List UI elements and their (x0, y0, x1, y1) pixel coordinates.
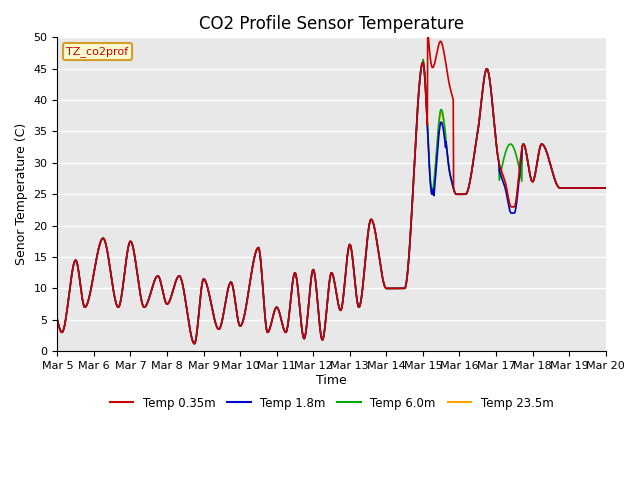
Temp 1.8m (335, 304, 343, 310)
Line: Temp 1.8m: Temp 1.8m (58, 62, 640, 344)
Temp 1.8m (191, 341, 198, 347)
Temp 6.0m (488, 101, 496, 107)
Temp 23.5m (638, 185, 640, 191)
Temp 6.0m (574, 185, 582, 191)
Temp 1.8m (574, 185, 582, 191)
Temp 23.5m (632, 185, 639, 191)
Temp 23.5m (488, 101, 496, 107)
Temp 1.8m (324, 293, 332, 299)
Temp 23.5m (324, 293, 332, 299)
Temp 1.8m (488, 101, 496, 107)
Temp 0.35m (335, 304, 343, 310)
Temp 6.0m (638, 185, 640, 191)
X-axis label: Time: Time (316, 374, 347, 387)
Line: Temp 23.5m: Temp 23.5m (58, 62, 640, 344)
Temp 6.0m (632, 185, 639, 191)
Temp 23.5m (54, 317, 61, 323)
Temp 0.35m (324, 293, 332, 299)
Y-axis label: Senor Temperature (C): Senor Temperature (C) (15, 123, 28, 265)
Temp 23.5m (191, 341, 198, 347)
Temp 23.5m (335, 304, 343, 310)
Temp 6.0m (324, 293, 332, 299)
Temp 6.0m (191, 341, 198, 347)
Temp 0.35m (191, 341, 198, 347)
Temp 23.5m (419, 60, 427, 65)
Temp 6.0m (54, 317, 61, 323)
Temp 0.35m (145, 296, 153, 302)
Temp 1.8m (632, 185, 639, 191)
Temp 6.0m (335, 304, 343, 310)
Temp 23.5m (145, 296, 153, 302)
Temp 23.5m (574, 185, 582, 191)
Title: CO2 Profile Sensor Temperature: CO2 Profile Sensor Temperature (199, 15, 464, 33)
Temp 0.35m (424, 26, 431, 32)
Temp 1.8m (419, 60, 427, 65)
Legend: Temp 0.35m, Temp 1.8m, Temp 6.0m, Temp 23.5m: Temp 0.35m, Temp 1.8m, Temp 6.0m, Temp 2… (105, 392, 558, 414)
Temp 1.8m (638, 185, 640, 191)
Temp 0.35m (574, 185, 582, 191)
Line: Temp 6.0m: Temp 6.0m (58, 60, 640, 344)
Temp 1.8m (54, 317, 61, 323)
Temp 6.0m (419, 57, 427, 62)
Temp 0.35m (54, 317, 61, 323)
Temp 1.8m (145, 296, 153, 302)
Temp 0.35m (488, 101, 496, 107)
Temp 6.0m (145, 296, 153, 302)
Temp 0.35m (632, 185, 639, 191)
Line: Temp 0.35m: Temp 0.35m (58, 29, 640, 344)
Temp 0.35m (638, 185, 640, 191)
